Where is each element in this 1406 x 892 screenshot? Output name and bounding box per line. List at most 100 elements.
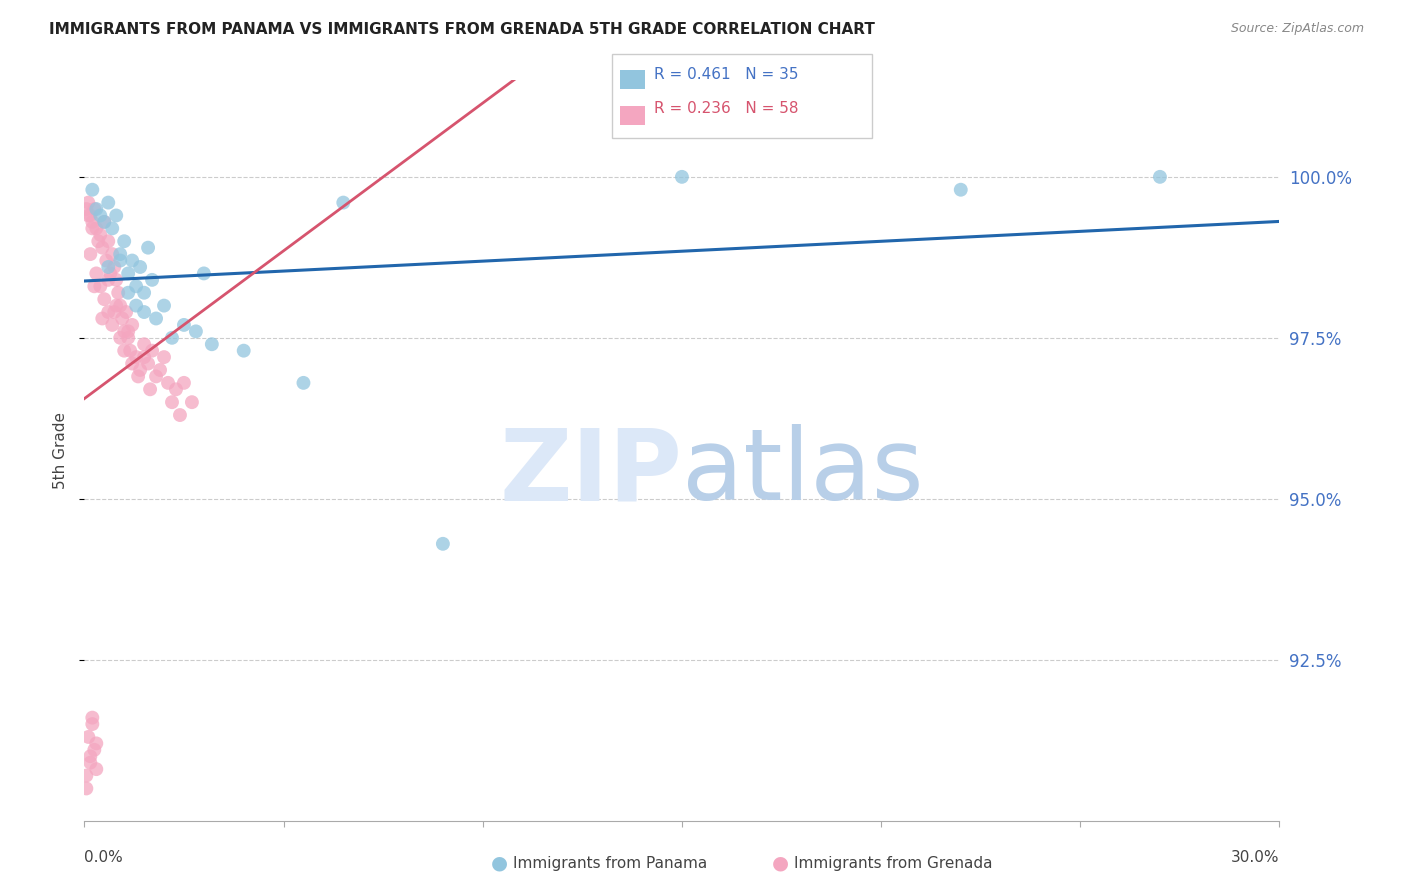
Point — [1149, 169, 1171, 184]
Point — [125, 279, 148, 293]
Point — [83, 202, 105, 216]
Point — [121, 357, 143, 371]
Point — [105, 299, 128, 313]
Point — [82, 221, 104, 235]
Point — [112, 234, 135, 248]
Point — [86, 736, 108, 750]
Point — [112, 324, 135, 338]
Point — [75, 781, 97, 796]
Point — [82, 711, 104, 725]
Point — [132, 285, 156, 300]
Point — [201, 337, 224, 351]
Text: ZIP: ZIP — [499, 425, 682, 521]
Point — [132, 305, 156, 319]
Point — [82, 717, 104, 731]
Point — [145, 369, 167, 384]
Point — [86, 762, 108, 776]
Text: atlas: atlas — [682, 425, 924, 521]
Point — [111, 311, 134, 326]
Point — [93, 215, 115, 229]
Point — [86, 221, 108, 235]
Point — [181, 395, 204, 409]
Point — [98, 267, 121, 281]
Point — [93, 215, 115, 229]
Point — [149, 363, 172, 377]
Point — [112, 343, 135, 358]
Point — [949, 183, 972, 197]
Point — [141, 343, 163, 358]
Point — [77, 195, 100, 210]
Point — [165, 382, 187, 396]
Point — [101, 247, 124, 261]
Point — [82, 183, 104, 197]
Point — [184, 324, 207, 338]
Point — [83, 279, 105, 293]
Point — [169, 408, 191, 422]
Point — [96, 253, 118, 268]
Point — [75, 768, 97, 782]
Point — [87, 234, 110, 248]
Point — [173, 318, 195, 332]
Point — [671, 169, 693, 184]
Point — [110, 253, 132, 268]
Text: 0.0%: 0.0% — [84, 849, 124, 864]
Point — [141, 273, 163, 287]
Point — [117, 331, 139, 345]
Point — [117, 324, 139, 338]
Point — [121, 253, 143, 268]
Point — [79, 749, 101, 764]
Point — [110, 331, 132, 345]
Point — [121, 318, 143, 332]
Point — [117, 285, 139, 300]
Point — [86, 202, 108, 216]
Point — [120, 343, 142, 358]
Point — [97, 273, 120, 287]
Text: R = 0.236   N = 58: R = 0.236 N = 58 — [654, 102, 799, 116]
Point — [105, 209, 128, 223]
Point — [125, 350, 148, 364]
Point — [83, 743, 105, 757]
Point — [101, 318, 124, 332]
Text: Immigrants from Panama: Immigrants from Panama — [513, 856, 707, 871]
Point — [105, 273, 128, 287]
Point — [97, 305, 120, 319]
Point — [136, 241, 159, 255]
Point — [292, 376, 315, 390]
Point — [432, 537, 454, 551]
Point — [332, 195, 354, 210]
Point — [173, 376, 195, 390]
Point — [127, 369, 149, 384]
Point — [110, 247, 132, 261]
Point — [77, 730, 100, 744]
Point — [115, 305, 138, 319]
Point — [157, 376, 180, 390]
Point — [129, 363, 152, 377]
Point — [89, 209, 111, 223]
Point — [97, 234, 120, 248]
Point — [132, 350, 156, 364]
Point — [129, 260, 152, 274]
Point — [136, 357, 159, 371]
Point — [139, 382, 162, 396]
Point — [79, 756, 101, 770]
Text: ●: ● — [491, 854, 508, 873]
Point — [86, 267, 108, 281]
Text: Immigrants from Grenada: Immigrants from Grenada — [794, 856, 993, 871]
Point — [89, 279, 111, 293]
Point — [91, 241, 114, 255]
Point — [145, 311, 167, 326]
Point — [75, 202, 97, 216]
Text: R = 0.461   N = 35: R = 0.461 N = 35 — [654, 67, 799, 81]
Y-axis label: 5th Grade: 5th Grade — [52, 412, 67, 489]
Point — [232, 343, 254, 358]
Text: 30.0%: 30.0% — [1232, 849, 1279, 864]
Point — [160, 331, 183, 345]
Point — [93, 292, 115, 306]
Point — [91, 311, 114, 326]
Point — [97, 195, 120, 210]
Point — [193, 267, 215, 281]
Point — [153, 350, 176, 364]
Point — [132, 337, 156, 351]
Text: ●: ● — [772, 854, 789, 873]
Point — [79, 209, 101, 223]
